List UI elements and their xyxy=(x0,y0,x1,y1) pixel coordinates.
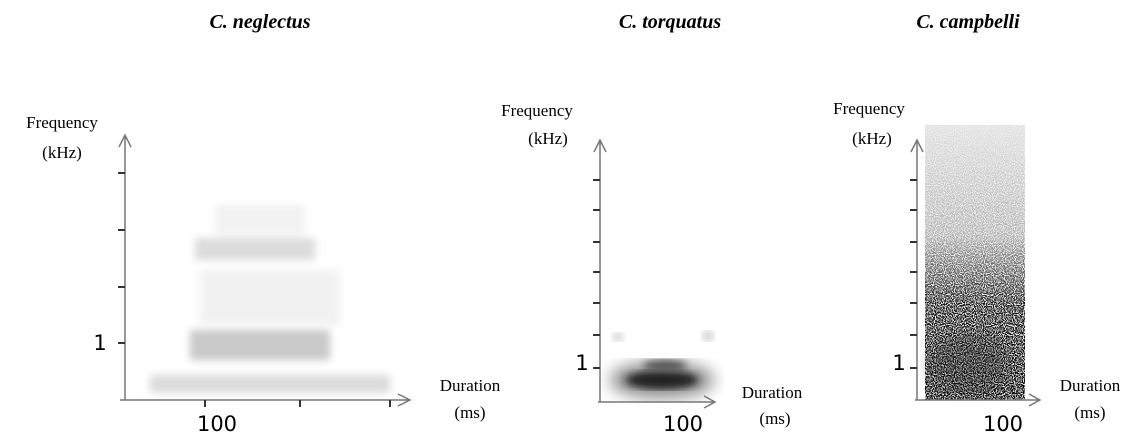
x-axis xyxy=(598,395,717,409)
spectrogram xyxy=(150,205,390,393)
panel-title: C. torquatus xyxy=(619,11,721,33)
x-label: (ms) xyxy=(454,403,485,422)
x-label: Duration xyxy=(440,376,501,395)
y-tick-label: 1 xyxy=(575,351,588,375)
spectrogram xyxy=(925,125,1025,400)
y-label: Frequency xyxy=(501,101,573,120)
y-label: (kHz) xyxy=(852,129,892,148)
y-label: (kHz) xyxy=(528,129,568,148)
panel-neglectus: C. neglectus Frequency (kHz) 1 100 Durat… xyxy=(26,11,501,436)
x-label: Duration xyxy=(1060,376,1121,395)
spectrogram xyxy=(610,331,714,398)
ticks xyxy=(593,179,600,369)
y-label: Frequency xyxy=(26,113,98,132)
panel-title: C. campbelli xyxy=(916,11,1020,33)
panel-campbelli: C. campbelli Frequency (kHz) 1 100 Durat… xyxy=(833,11,1121,436)
panel-torquatus: C. torquatus Frequency (kHz) 1 100 Durat… xyxy=(501,11,803,436)
ticks xyxy=(118,172,391,407)
x-tick-label: 100 xyxy=(663,412,703,436)
x-tick-label: 100 xyxy=(197,412,237,436)
x-axis xyxy=(915,393,1042,407)
y-label: Frequency xyxy=(833,99,905,118)
x-tick-label: 100 xyxy=(983,412,1023,436)
y-axis xyxy=(910,138,924,400)
x-label: (ms) xyxy=(759,409,790,428)
x-label: (ms) xyxy=(1074,403,1105,422)
x-axis xyxy=(120,393,412,407)
y-label: (kHz) xyxy=(42,143,82,162)
y-axis xyxy=(118,133,132,400)
panel-title: C. neglectus xyxy=(209,11,310,33)
ticks xyxy=(910,179,917,369)
y-tick-label: 1 xyxy=(93,331,106,355)
x-label: Duration xyxy=(742,383,803,402)
y-tick-label: 1 xyxy=(892,351,905,375)
